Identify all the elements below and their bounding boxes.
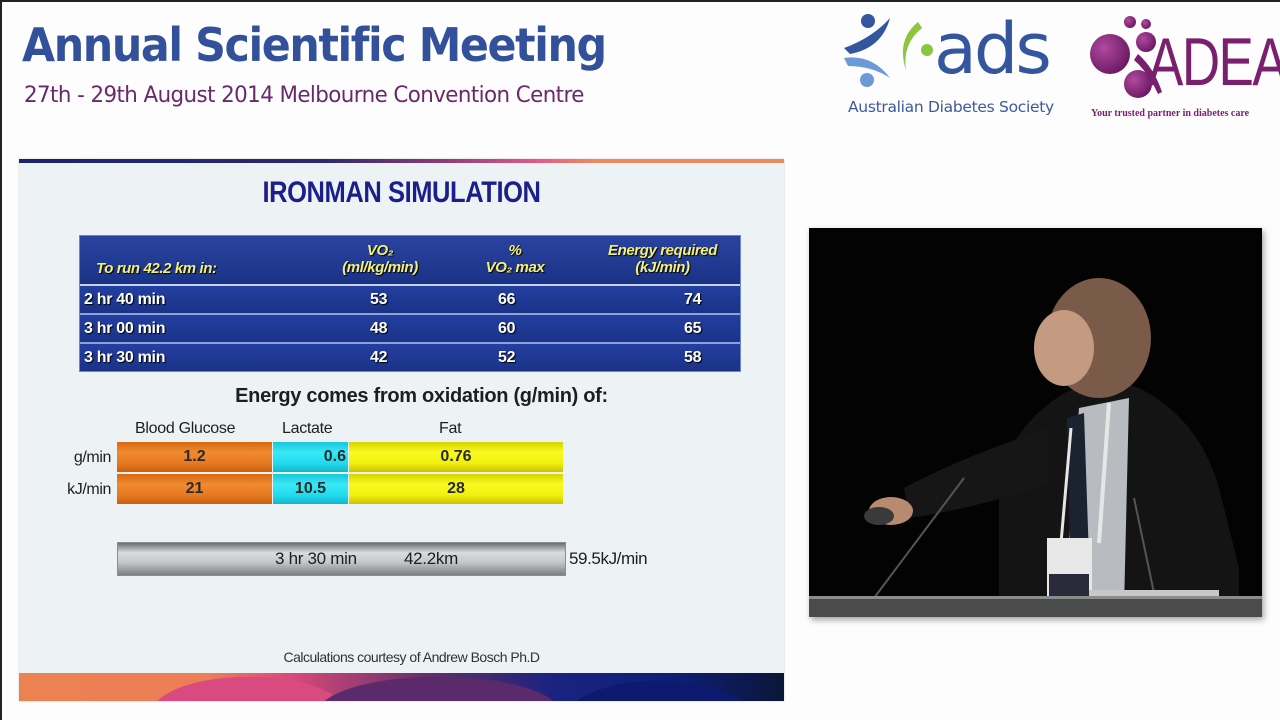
table-row: 2 hr 40 min 53 66 74	[80, 286, 740, 315]
cell-lactate-gmin-value: 0.6	[323, 448, 346, 465]
header-energy-required: Energy required (kJ/min)	[585, 242, 740, 276]
header-vo2-line1: VO₂	[366, 242, 394, 259]
column-fat: Fat	[439, 420, 462, 437]
cell-lactate-gmin: 0.6	[273, 442, 348, 472]
cell-fat-kjmin: 28	[349, 474, 563, 504]
cell-pct-vo2max: 60	[498, 320, 516, 337]
table-row: 3 hr 30 min 42 52 58	[80, 344, 740, 371]
adea-wordmark: ADEA	[1148, 24, 1280, 100]
slide-credit: Calculations courtesy of Andrew Bosch Ph…	[283, 649, 540, 665]
ads-wordmark: ads	[934, 8, 1052, 90]
frame-border-top	[0, 0, 1280, 2]
adea-logo: ADEA Your trusted partner in diabetes ca…	[1088, 12, 1280, 122]
header-run-distance: To run 42.2 km in:	[96, 260, 217, 277]
cell-energy: 65	[684, 320, 702, 337]
header-pct-line2: VO₂ max	[485, 259, 545, 276]
cell-glucose-gmin: 1.2	[117, 442, 272, 472]
ads-figures-icon	[844, 14, 933, 87]
cell-pct-vo2max: 52	[498, 349, 516, 366]
conference-subtitle: 27th - 29th August 2014 Melbourne Conven…	[24, 82, 584, 108]
table-row: 3 hr 00 min 48 60 65	[80, 315, 740, 344]
cell-time: 3 hr 00 min	[84, 320, 166, 337]
cell-time: 3 hr 30 min	[84, 349, 166, 366]
cell-energy: 74	[684, 291, 702, 308]
frame-border-left	[0, 0, 2, 720]
ads-logo: ads Australian Diabetes Society	[842, 8, 1080, 123]
cell-vo2: 53	[370, 291, 388, 308]
speaker-figure-icon	[809, 278, 1262, 617]
cell-fat-gmin: 0.76	[349, 442, 563, 472]
row-label-kjmin: kJ/min	[67, 481, 111, 498]
column-blood-glucose: Blood Glucose	[135, 420, 236, 437]
oxidation-heading: Energy comes from oxidation (g/min) of:	[235, 385, 608, 407]
header-pct-vo2max: % VO₂ max	[470, 242, 560, 276]
slide-top-accent-line	[19, 159, 784, 163]
slide-footer-band	[19, 673, 784, 701]
header-vo2: VO₂ (ml/kg/min)	[320, 242, 440, 276]
summary-bar: 3 hr 30 min 42.2km	[117, 542, 566, 576]
summary-total-energy: 59.5kJ/min	[569, 549, 648, 568]
speaker-video	[809, 228, 1262, 617]
header-energy-line2: (kJ/min)	[635, 259, 690, 276]
presentation-slide: IRONMAN SIMULATION To run 42.2 km in: VO…	[19, 159, 784, 701]
adea-tagline: Your trusted partner in diabetes care	[1091, 108, 1250, 119]
cell-glucose-kjmin: 21	[117, 474, 272, 504]
cell-pct-vo2max: 66	[498, 291, 516, 308]
cell-lactate-kjmin: 10.5	[273, 474, 348, 504]
table-header-row: To run 42.2 km in: VO₂ (ml/kg/min) % VO₂…	[80, 236, 740, 286]
slide-title: IRONMAN SIMULATION	[262, 176, 541, 209]
adea-circles-icon	[1090, 16, 1162, 98]
cell-vo2: 48	[370, 320, 388, 337]
header-energy-line1: Energy required	[607, 242, 718, 259]
ironman-vo2-table: To run 42.2 km in: VO₂ (ml/kg/min) % VO₂…	[79, 235, 741, 372]
column-lactate: Lactate	[282, 420, 333, 437]
cell-energy: 58	[684, 349, 702, 366]
header-pct-line1: %	[508, 242, 522, 259]
ads-tagline: Australian Diabetes Society	[848, 98, 1054, 116]
cell-vo2: 42	[370, 349, 388, 366]
conference-title: Annual Scientific Meeting	[22, 18, 607, 72]
row-label-gmin: g/min	[73, 449, 112, 466]
summary-distance: 42.2km	[404, 549, 458, 568]
summary-time: 3 hr 30 min	[275, 549, 357, 568]
header-vo2-line2: (ml/kg/min)	[342, 259, 418, 276]
cell-time: 2 hr 40 min	[84, 291, 166, 308]
